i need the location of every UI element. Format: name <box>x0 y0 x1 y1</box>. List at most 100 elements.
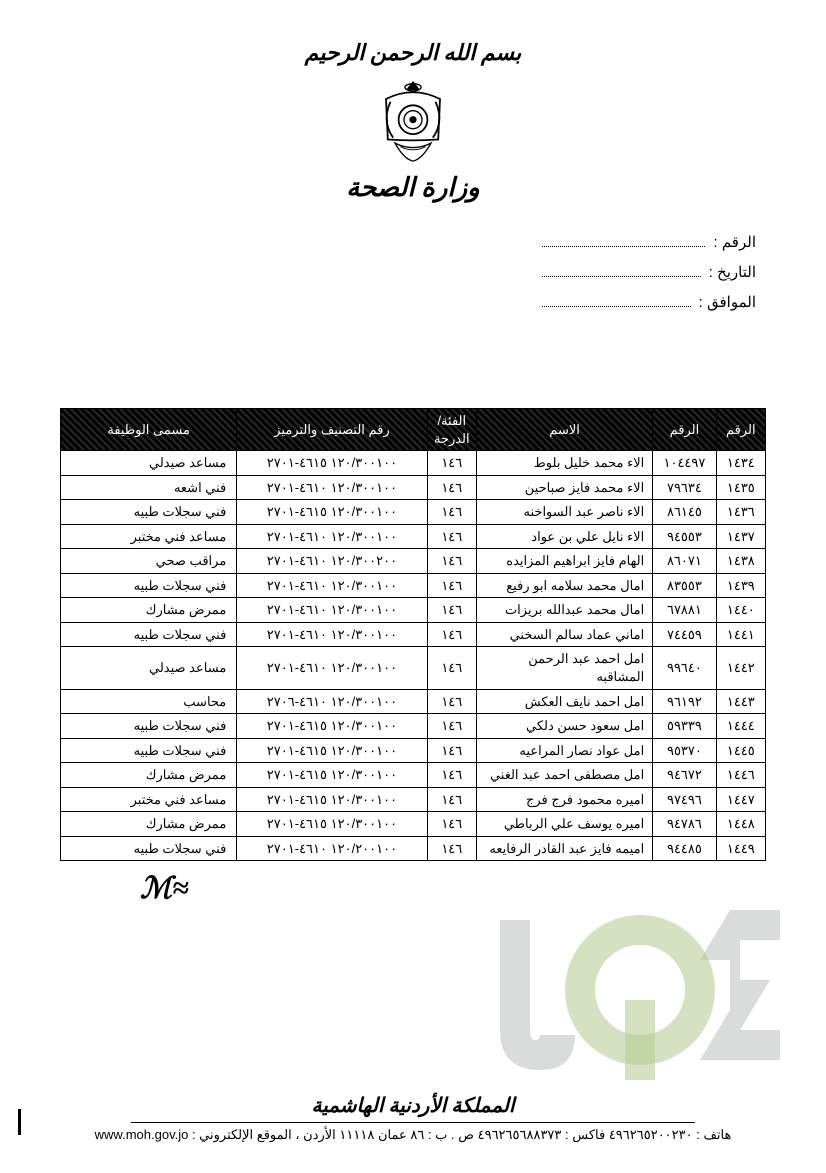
cell-name: اميمه فايز عبد القادر الرفايعه <box>476 836 652 861</box>
cell-class: ١٤٦ <box>427 812 476 837</box>
cell-class: ١٤٦ <box>427 787 476 812</box>
ref-date-row: التاريخ : <box>536 258 756 288</box>
table-row: ١٤٣٥٧٩٦٣٤الاء محمد فايز صباحين١٤٦١٢٠/٣٠٠… <box>61 475 766 500</box>
cell-class: ١٤٦ <box>427 689 476 714</box>
cell-name: الاء محمد فايز صباحين <box>476 475 652 500</box>
cell-code: ١٢٠/٣٠٠١٠٠ ٤٦١٥-٢٧٠١ <box>237 812 427 837</box>
table-row: ١٤٣٨٨٦٠٧١الهام فايز ابراهيم المزايده١٤٦١… <box>61 549 766 574</box>
table-header-row: الرقم الرقم الاسم الفئة/الدرجة رقم التصن… <box>61 409 766 451</box>
cell-name: امل عواد نصار المراعيه <box>476 738 652 763</box>
dotted-line <box>542 276 701 277</box>
cell-class: ١٤٦ <box>427 836 476 861</box>
cell-job: مساعد فني مختبر <box>61 524 237 549</box>
cell-code: ١٢٠/٣٠٠١٠٠ ٤٦١٥-٢٧٠١ <box>237 763 427 788</box>
footer-city: عمان ١١١١٨ الأردن <box>303 1127 407 1142</box>
cell-code: ١٢٠/٣٠٠١٠٠ ٤٦١٥-٢٧٠١ <box>237 738 427 763</box>
cell-name: امل مصطفى احمد عبد الغني <box>476 763 652 788</box>
cell-id: ٨٦١٤٥ <box>653 500 716 525</box>
table-row: ١٤٣٦٨٦١٤٥الاء ناصر عبد السواخنه١٤٦١٢٠/٣٠… <box>61 500 766 525</box>
th-seq: الرقم <box>716 409 765 451</box>
ref-date-label: التاريخ : <box>709 258 756 288</box>
footer-site-label: ، الموقع الإلكتروني : <box>188 1127 299 1142</box>
cell-seq: ١٤٤٤ <box>716 714 765 739</box>
table-row: ١٤٣٤١٠٤٤٩٧الاء محمد خليل بلوط١٤٦١٢٠/٣٠٠١… <box>61 451 766 476</box>
th-name: الاسم <box>476 409 652 451</box>
cell-job: ممرض مشارك <box>61 598 237 623</box>
cell-class: ١٤٦ <box>427 573 476 598</box>
cell-code: ١٢٠/٣٠٠١٠٠ ٤٦١٥-٢٧٠١ <box>237 451 427 476</box>
cell-seq: ١٤٤٨ <box>716 812 765 837</box>
cell-id: ٩٤٥٥٣ <box>653 524 716 549</box>
cell-id: ٩٦١٩٢ <box>653 689 716 714</box>
cell-code: ١٢٠/٣٠٠١٠٠ ٤٦١٥-٢٧٠١ <box>237 787 427 812</box>
cell-class: ١٤٦ <box>427 647 476 689</box>
cell-class: ١٤٦ <box>427 524 476 549</box>
cell-class: ١٤٦ <box>427 763 476 788</box>
cell-seq: ١٤٤٠ <box>716 598 765 623</box>
table-row: ١٤٣٧٩٤٥٥٣الاء نايل علي بن عواد١٤٦١٢٠/٣٠٠… <box>61 524 766 549</box>
cell-class: ١٤٦ <box>427 738 476 763</box>
footer-contact: هاتف : ٤٩٦٢٦٥٢٠٠٢٣٠ فاكس : ٤٩٦٢٦٥٦٨٨٣٧٣ … <box>50 1127 776 1143</box>
cell-name: الهام فايز ابراهيم المزايده <box>476 549 652 574</box>
table-row: ١٤٤٧٩٧٤٩٦اميره محمود فرج فرج١٤٦١٢٠/٣٠٠١٠… <box>61 787 766 812</box>
cell-job: ممرض مشارك <box>61 812 237 837</box>
cell-code: ١٢٠/٣٠٠١٠٠ ٤٦١٠-٢٧٠١ <box>237 524 427 549</box>
table-row: ١٤٤٥٩٥٣٧٠امل عواد نصار المراعيه١٤٦١٢٠/٣٠… <box>61 738 766 763</box>
cell-job: مساعد فني مختبر <box>61 787 237 812</box>
cell-seq: ١٤٣٤ <box>716 451 765 476</box>
ministry-title: وزارة الصحة <box>60 173 766 203</box>
cell-name: اماني عماد سالم السخني <box>476 622 652 647</box>
cell-job: فني سجلات طبيه <box>61 836 237 861</box>
watermark-logo-icon <box>480 880 780 1105</box>
page-footer: المملكة الأردنية الهاشمية هاتف : ٤٩٦٢٦٥٢… <box>0 1093 826 1143</box>
cell-job: مساعد صيدلي <box>61 647 237 689</box>
cell-id: ٩٤٤٨٥ <box>653 836 716 861</box>
cell-seq: ١٤٣٨ <box>716 549 765 574</box>
cell-class: ١٤٦ <box>427 475 476 500</box>
cell-seq: ١٤٤٧ <box>716 787 765 812</box>
cell-job: فني سجلات طبيه <box>61 714 237 739</box>
table-row: ١٤٤٤٥٩٣٣٩امل سعود حسن دلكي١٤٦١٢٠/٣٠٠١٠٠ … <box>61 714 766 739</box>
cell-code: ١٢٠/٣٠٠١٠٠ ٤٦١٠-٢٧٠١ <box>237 573 427 598</box>
table-row: ١٤٤٦٩٤٦٧٢امل مصطفى احمد عبد الغني١٤٦١٢٠/… <box>61 763 766 788</box>
cell-id: ٨٣٥٥٣ <box>653 573 716 598</box>
footer-kingdom: المملكة الأردنية الهاشمية <box>131 1093 694 1123</box>
table-row: ١٤٤٢٩٩٦٤٠امل احمد عبد الرحمن المشاقبه١٤٦… <box>61 647 766 689</box>
cell-seq: ١٤٣٧ <box>716 524 765 549</box>
cell-job: فني اشعه <box>61 475 237 500</box>
cell-seq: ١٤٤٩ <box>716 836 765 861</box>
coat-of-arms-icon <box>368 74 458 169</box>
table-row: ١٤٤٣٩٦١٩٢امل احمد نايف العكش١٤٦١٢٠/٣٠٠١٠… <box>61 689 766 714</box>
cell-class: ١٤٦ <box>427 549 476 574</box>
footer-fax-label: فاكس : <box>561 1127 605 1142</box>
cell-seq: ١٤٣٩ <box>716 573 765 598</box>
cell-class: ١٤٦ <box>427 598 476 623</box>
cell-code: ١٢٠/٣٠٠١٠٠ ٤٦١٥-٢٧٠١ <box>237 714 427 739</box>
reference-block: الرقم : التاريخ : الموافق : <box>536 228 756 318</box>
cell-code: ١٢٠/٣٠٠٢٠٠ ٤٦١٠-٢٧٠١ <box>237 549 427 574</box>
cell-code: ١٢٠/٣٠٠١٠٠ ٤٦١٠-٢٧٠١ <box>237 598 427 623</box>
cell-id: ٨٦٠٧١ <box>653 549 716 574</box>
cell-job: ممرض مشارك <box>61 763 237 788</box>
footer-pobox: ٨٦ <box>410 1127 424 1142</box>
footer-phone-label: هاتف : <box>693 1127 732 1142</box>
cell-id: ٥٩٣٣٩ <box>653 714 716 739</box>
cell-id: ٩٥٣٧٠ <box>653 738 716 763</box>
table-row: ١٤٤٨٩٤٧٨٦اميره يوسف علي الرباطي١٤٦١٢٠/٣٠… <box>61 812 766 837</box>
dotted-line <box>542 246 705 247</box>
cell-name: امال محمد عبدالله بريزات <box>476 598 652 623</box>
cell-seq: ١٤٤١ <box>716 622 765 647</box>
signature-mark: ℳ≈ <box>60 871 766 906</box>
dotted-line <box>542 306 691 307</box>
cell-id: ٩٤٦٧٢ <box>653 763 716 788</box>
table-row: ١٤٤٠٦٧٨٨١امال محمد عبدالله بريزات١٤٦١٢٠/… <box>61 598 766 623</box>
cell-id: ٧٩٦٣٤ <box>653 475 716 500</box>
cell-code: ١٢٠/٢٠٠١٠٠ ٤٦١٠-٢٧٠١ <box>237 836 427 861</box>
footer-fax: ٤٩٦٢٦٥٦٨٨٣٧٣ <box>478 1127 562 1142</box>
cell-code: ١٢٠/٣٠٠١٠٠ ٤٦١٠-٢٧٠١ <box>237 647 427 689</box>
cell-seq: ١٤٣٦ <box>716 500 765 525</box>
cell-seq: ١٤٤٣ <box>716 689 765 714</box>
cell-name: اميره يوسف علي الرباطي <box>476 812 652 837</box>
cell-name: امال محمد سلامه ابو رفيع <box>476 573 652 598</box>
cell-class: ١٤٦ <box>427 622 476 647</box>
